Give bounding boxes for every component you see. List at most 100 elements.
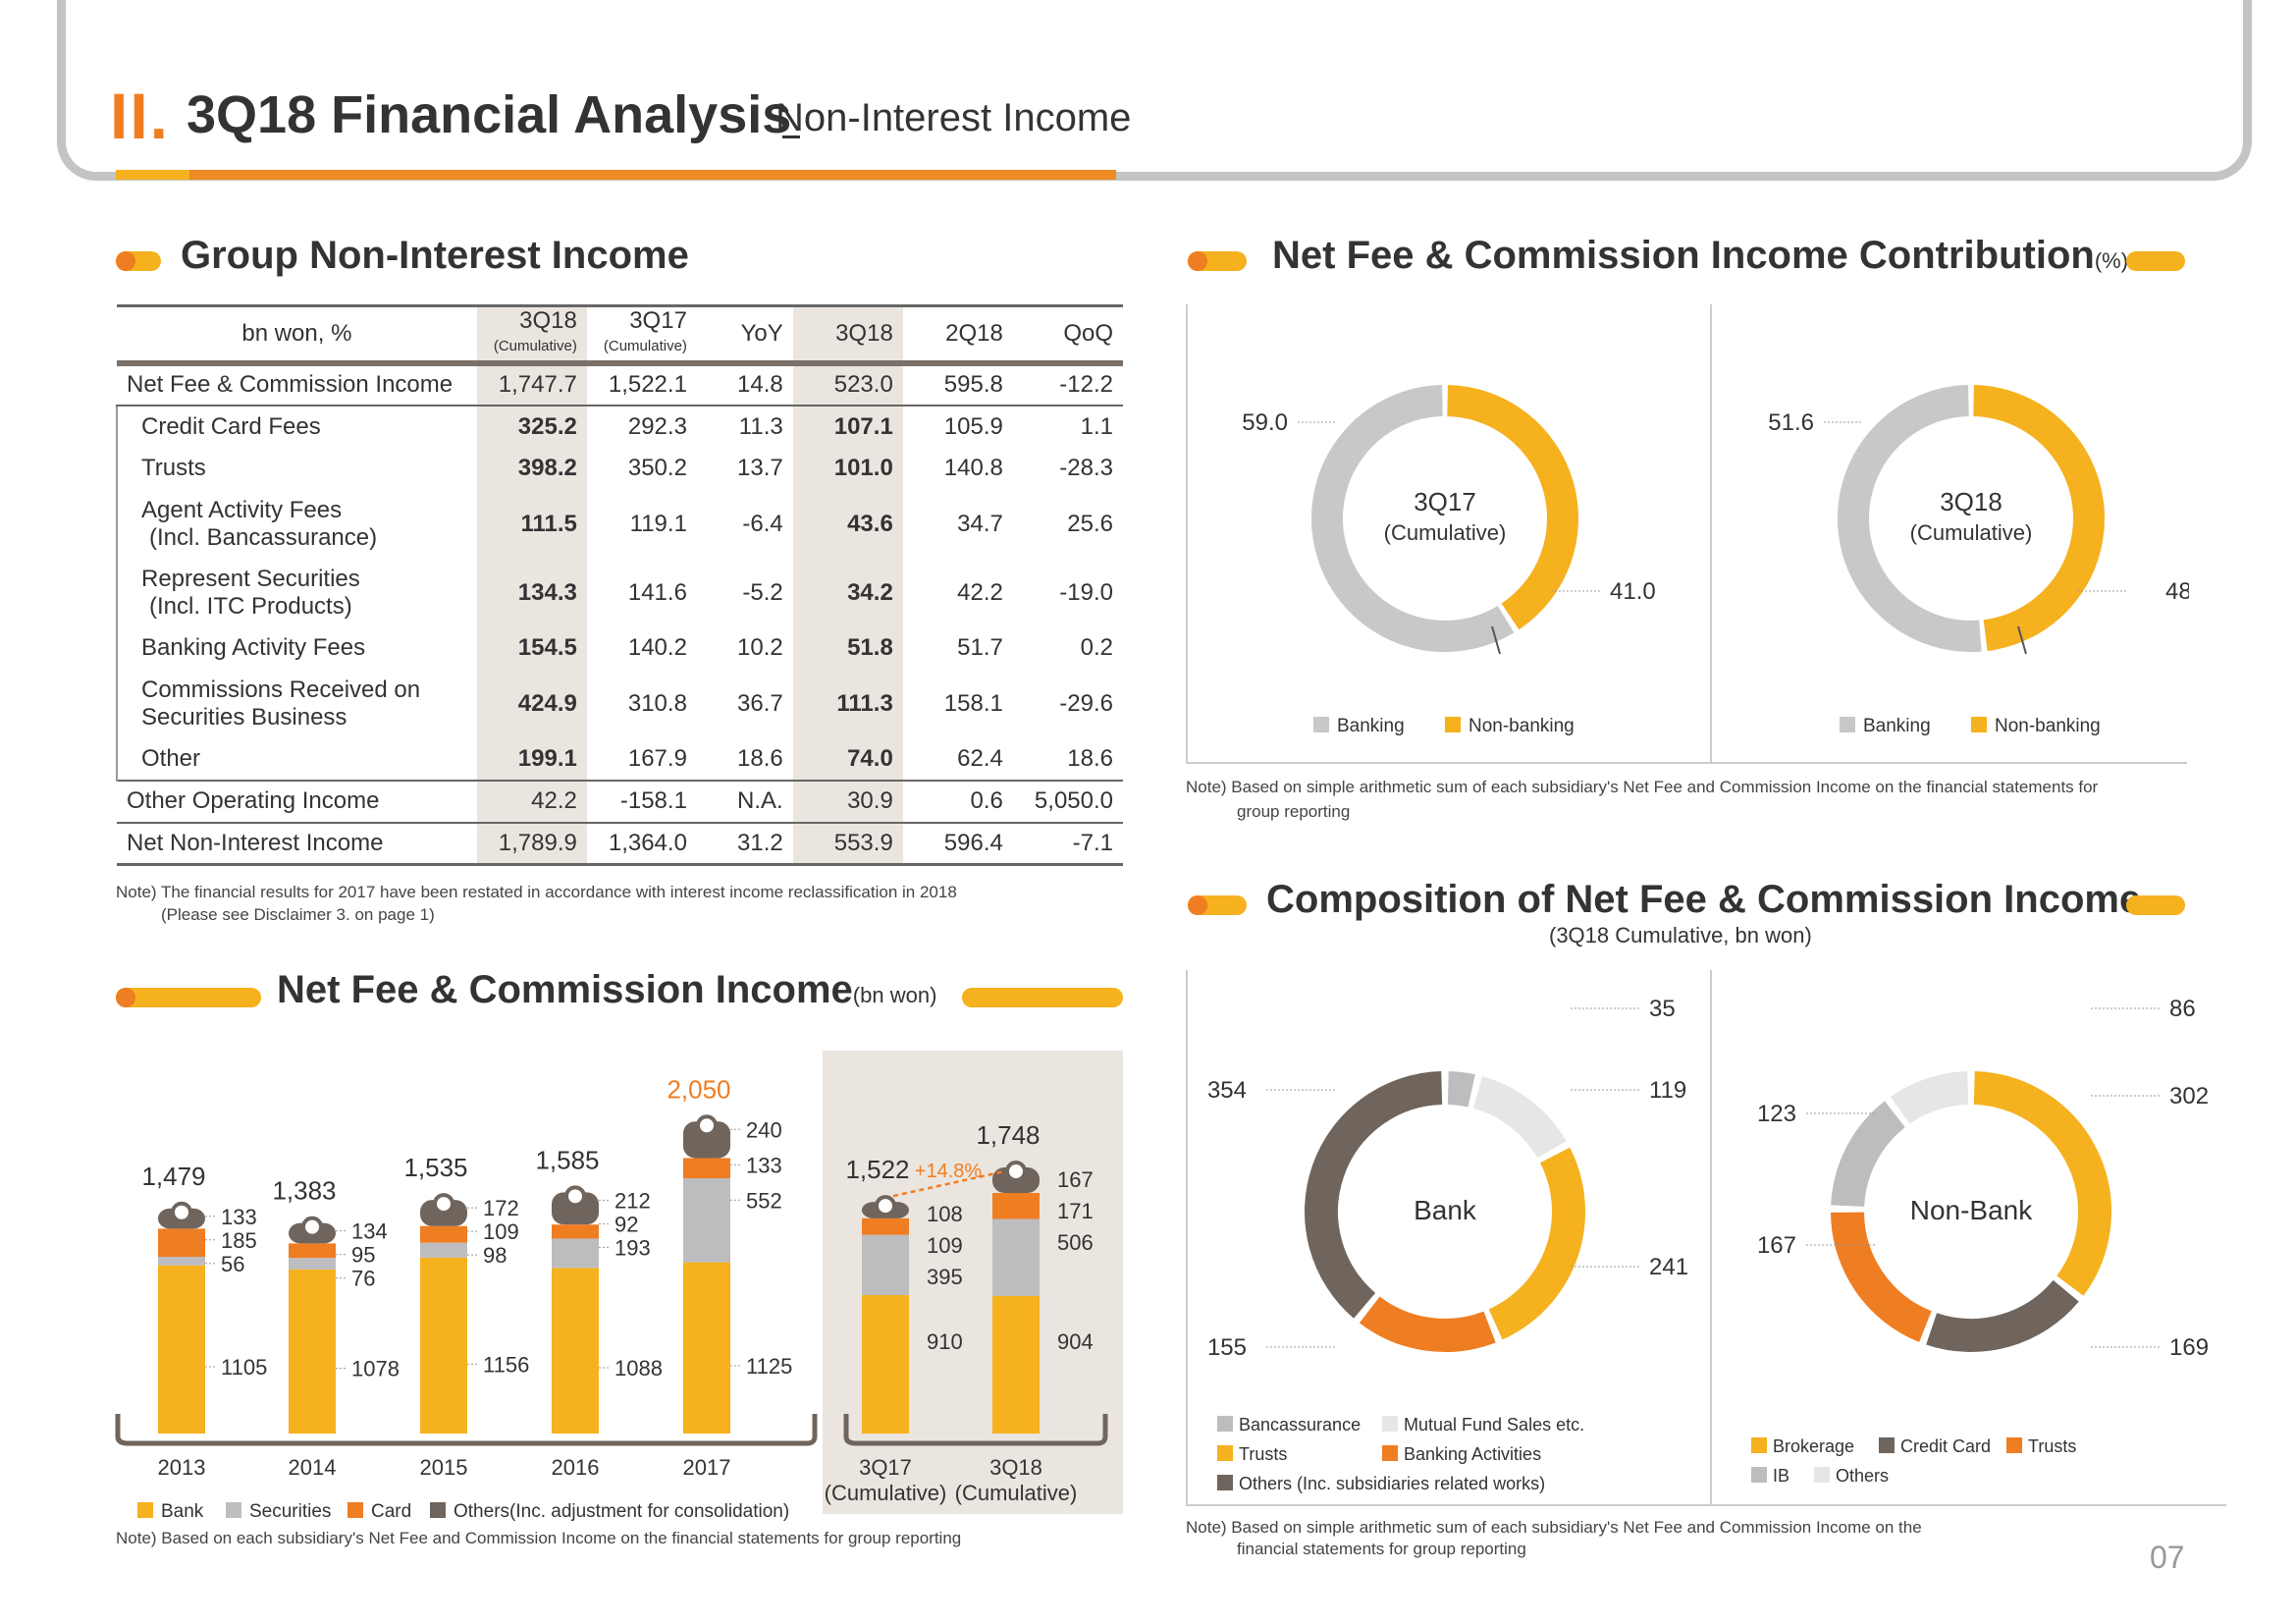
cell-value: N.A. [696, 779, 793, 823]
bar-cap-marker [696, 1114, 718, 1137]
cell-value: -7.1 [1012, 821, 1123, 866]
bar-segment-card [862, 1218, 909, 1235]
nonbank-composition-slice [1890, 1071, 1969, 1125]
row-label: Agent Activity Fees (Incl. Bancassurance) [116, 489, 477, 559]
cell-value: 18.6 [1067, 744, 1113, 772]
bar-segment-bank [552, 1268, 599, 1434]
segment-value-label: 1125 [746, 1354, 792, 1379]
nonbank-composition-slice [1973, 1071, 2111, 1296]
cell-value: 1,789.9 [476, 821, 587, 866]
cell-value: 5,050.0 [1012, 779, 1123, 823]
cell-value: 595.8 [943, 371, 1003, 398]
bar-segment-bank [862, 1294, 909, 1434]
header-frame [57, 0, 2252, 181]
donut-value-label: 354 [1207, 1077, 1247, 1104]
segment-value-label: 185 [221, 1228, 257, 1253]
donut-value-label: 41.0 [1610, 578, 1656, 605]
donut-center-title: 3Q17 [1414, 487, 1476, 516]
bar-segment-others [683, 1121, 730, 1159]
legend-label: Non-banking [1995, 716, 2101, 736]
legend-label: Card [371, 1501, 411, 1522]
category-label: 3Q17 [859, 1455, 912, 1480]
segment-value-label: 1088 [614, 1356, 663, 1380]
table-note: Note) The financial results for 2017 hav… [116, 883, 957, 901]
cell-value: 523.0 [792, 362, 903, 406]
segment-value-label: 167 [1057, 1167, 1094, 1192]
slice-divider [1491, 625, 1501, 655]
legend-label: Credit Card [1900, 1436, 1991, 1456]
contribution-slice [1311, 385, 1515, 652]
cell-value: 1,747.7 [476, 362, 587, 406]
contribution-donut-charts: 3Q17 (Cumulative) 59.0 41.0 Banking Non-banki… [1242, 385, 2189, 736]
cell-value: 292.3 [586, 404, 697, 448]
row-label: Net Fee & Commission Income [127, 371, 454, 398]
segment-value-label: 240 [746, 1117, 782, 1142]
donut-center-subtitle: (Cumulative) [1384, 520, 1507, 545]
composition-note-2: financial statements for group reporting [1237, 1540, 1526, 1558]
nonbank-composition-slice [1926, 1279, 2079, 1352]
bar-segment-card [158, 1228, 205, 1258]
bar-total-label: 1,522 [845, 1155, 909, 1184]
cell-value: 42.2 [476, 779, 587, 823]
cell-value: 10.2 [737, 634, 783, 661]
section-pill-dot [1188, 251, 1207, 271]
section-pill-right [2126, 251, 2185, 271]
category-label: 2014 [289, 1455, 337, 1480]
bar-cap-marker [1005, 1161, 1027, 1183]
cell-value: 51.8 [792, 626, 903, 670]
category-label: 2013 [158, 1455, 206, 1480]
table-row: Net Non-Interest Income 1,789.9 1,364.0 31.… [117, 821, 1123, 866]
legend-swatch [1382, 1445, 1398, 1461]
cell-value: -19.0 [1059, 578, 1113, 606]
table-row: Banking Activity Fees 154.5 140.2 10.2 51.8 5… [116, 626, 1123, 670]
table-row: Commissions Received on Securities Busine… [116, 669, 1123, 738]
segment-value-label: 109 [483, 1219, 519, 1244]
section-number: II. [110, 80, 171, 152]
section-pill [116, 988, 261, 1007]
bar-cap-marker [564, 1185, 586, 1208]
cell-value: 25.6 [1067, 510, 1113, 537]
bar-segment-securities [552, 1238, 599, 1269]
contribution-slice [1973, 385, 2105, 651]
cell-value: 31.2 [696, 821, 793, 866]
donut-value-label: 35 [1649, 996, 1676, 1022]
legend-swatch [1840, 717, 1855, 732]
donut-value-label: 86 [2169, 996, 2196, 1022]
cell-value: 350.2 [627, 455, 687, 481]
header-accent-bar-orange [189, 170, 1116, 180]
bank-composition-slice [1305, 1071, 1443, 1319]
bar-cap-marker [171, 1201, 192, 1223]
bar-total-label: 1,535 [403, 1153, 467, 1182]
donut-value-label: 169 [2169, 1334, 2209, 1361]
bar-segment-card [289, 1243, 336, 1259]
segment-value-label: 76 [351, 1267, 375, 1291]
panel-border [1186, 304, 1188, 762]
col-header-yoy: YoY [696, 304, 793, 366]
title-dash [782, 135, 800, 138]
donut-value-label: 51.6 [1768, 409, 1814, 436]
cell-value: 140.8 [943, 455, 1003, 481]
row-label: Trusts [116, 447, 477, 490]
nonbank-composition-slice [1831, 1212, 1933, 1342]
contribution-note-2: group reporting [1237, 802, 1351, 821]
cell-value: 111.3 [792, 669, 903, 738]
cell-value: 325.2 [476, 404, 587, 448]
cell-value: 43.6 [792, 489, 903, 559]
cell-value: -6.4 [742, 510, 783, 537]
legend-label: Brokerage [1773, 1436, 1854, 1456]
bank-composition-slice [1488, 1147, 1585, 1340]
bar-total-label: 2,050 [667, 1074, 730, 1104]
section-pill-right [2126, 895, 2185, 915]
col-header-unit: bn won, % [117, 304, 477, 366]
cell-value: 134.3 [476, 558, 587, 627]
section-pill-dot [116, 251, 135, 271]
cell-value: 34.2 [792, 558, 903, 627]
panel-border [1186, 970, 1188, 1504]
growth-arrow [892, 1169, 1005, 1198]
bar-segment-bank [420, 1257, 467, 1434]
legend-label: Others(Inc. adjustment for consolidation… [454, 1501, 789, 1522]
category-label: 2017 [683, 1455, 731, 1480]
cell-value: -28.3 [1059, 455, 1113, 481]
legend-label: Banking Activities [1404, 1444, 1541, 1464]
bar-segment-securities [862, 1234, 909, 1295]
